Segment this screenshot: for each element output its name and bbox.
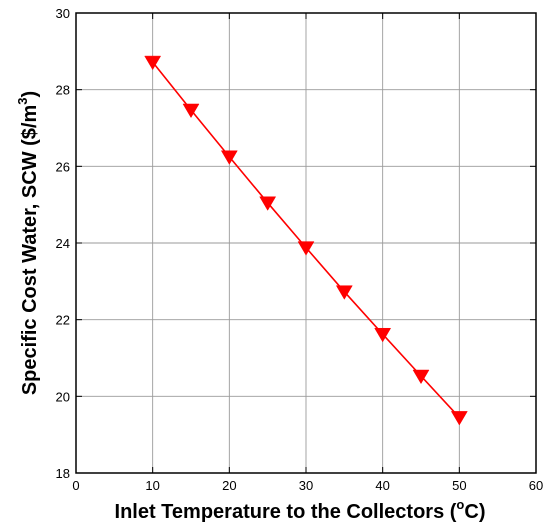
data-point-marker [220,150,238,165]
plot-frame [75,12,537,474]
data-point-marker [374,327,392,343]
y-tick-label: 24 [56,236,70,251]
data-point-marker [450,411,468,426]
data-point-marker [259,196,277,211]
x-axis-title-sup: o [456,497,464,512]
x-tick-label: 30 [299,478,313,493]
x-tick-label: 0 [72,478,79,493]
series-group [144,55,468,426]
data-point-marker [182,103,200,119]
x-axis-title-tail: C) [464,501,485,523]
x-tick-label: 60 [529,478,543,493]
y-tick-labels: 18 20 22 24 26 28 30 [56,6,70,481]
x-tick-label: 40 [375,478,389,493]
data-point-marker [297,241,315,256]
x-axis-title: Inlet Temperature to the Collectors (oC) [115,497,486,523]
y-tick-label: 30 [56,6,70,21]
y-tick-label: 26 [56,159,70,174]
x-axis-title-main: Inlet Temperature to the Collectors ( [115,501,457,523]
data-point-marker [412,369,430,385]
x-tick-label: 50 [452,478,466,493]
data-point-marker [144,55,162,71]
y-tick-label: 22 [56,313,70,328]
y-tick-label: 18 [56,466,70,481]
y-axis-title-sup: 3 [15,98,30,105]
y-axis-title-main: Specific Cost Water, SCW ($/m [19,105,41,395]
y-tick-label: 28 [56,83,70,98]
grid [76,13,536,473]
x-tick-label: 10 [145,478,159,493]
data-point-marker [335,285,353,300]
x-tick-labels: 0 10 20 30 40 50 60 [72,478,543,493]
x-tick-label: 20 [222,478,236,493]
y-axis-title: Specific Cost Water, SCW ($/m3) [15,91,41,395]
y-tick-label: 20 [56,389,70,404]
y-axis-title-tail: ) [19,91,41,98]
